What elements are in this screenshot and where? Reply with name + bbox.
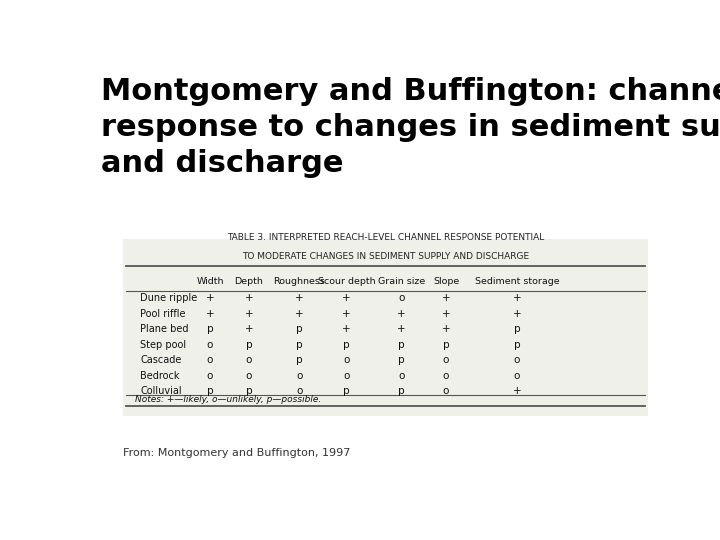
Text: p: p (246, 386, 252, 396)
Text: +: + (441, 293, 450, 303)
Text: p: p (296, 325, 302, 334)
Text: +: + (343, 293, 351, 303)
Text: +: + (513, 309, 521, 319)
Text: Roughness: Roughness (274, 276, 325, 286)
Text: o: o (343, 355, 350, 365)
FancyBboxPatch shape (124, 239, 648, 416)
Text: p: p (246, 340, 252, 350)
Text: +: + (343, 325, 351, 334)
Text: o: o (398, 293, 405, 303)
Text: p: p (398, 355, 405, 365)
Text: o: o (207, 340, 213, 350)
Text: o: o (443, 370, 449, 381)
Text: +: + (295, 293, 304, 303)
Text: Scour depth: Scour depth (318, 276, 376, 286)
Text: +: + (397, 325, 405, 334)
Text: Colluvial: Colluvial (140, 386, 182, 396)
Text: +: + (206, 309, 215, 319)
Text: p: p (398, 340, 405, 350)
Text: o: o (513, 355, 520, 365)
Text: +: + (295, 309, 304, 319)
Text: o: o (443, 386, 449, 396)
Text: +: + (513, 386, 521, 396)
Text: o: o (443, 355, 449, 365)
Text: +: + (441, 325, 450, 334)
Text: Pool riffle: Pool riffle (140, 309, 186, 319)
Text: From: Montgomery and Buffington, 1997: From: Montgomery and Buffington, 1997 (124, 448, 351, 458)
Text: p: p (343, 340, 350, 350)
Text: TO MODERATE CHANGES IN SEDIMENT SUPPLY AND DISCHARGE: TO MODERATE CHANGES IN SEDIMENT SUPPLY A… (242, 252, 529, 261)
Text: +: + (441, 309, 450, 319)
Text: p: p (443, 340, 449, 350)
Text: p: p (343, 386, 350, 396)
Text: o: o (246, 370, 252, 381)
Text: p: p (513, 340, 520, 350)
Text: o: o (343, 370, 350, 381)
Text: Step pool: Step pool (140, 340, 186, 350)
Text: +: + (513, 293, 521, 303)
Text: o: o (207, 355, 213, 365)
Text: +: + (245, 293, 253, 303)
Text: o: o (296, 370, 302, 381)
Text: p: p (207, 386, 213, 396)
Text: Width: Width (197, 276, 224, 286)
Text: +: + (397, 309, 405, 319)
Text: +: + (245, 325, 253, 334)
Text: o: o (207, 370, 213, 381)
Text: Slope: Slope (433, 276, 459, 286)
Text: p: p (296, 355, 302, 365)
Text: p: p (207, 325, 213, 334)
Text: Depth: Depth (235, 276, 264, 286)
Text: o: o (513, 370, 520, 381)
Text: Dune ripple: Dune ripple (140, 293, 197, 303)
Text: p: p (398, 386, 405, 396)
Text: p: p (513, 325, 520, 334)
Text: Sediment storage: Sediment storage (474, 276, 559, 286)
Text: Grain size: Grain size (378, 276, 425, 286)
Text: +: + (343, 309, 351, 319)
Text: p: p (296, 340, 302, 350)
Text: +: + (206, 293, 215, 303)
Text: o: o (296, 386, 302, 396)
Text: Plane bed: Plane bed (140, 325, 189, 334)
Text: TABLE 3. INTERPRETED REACH-LEVEL CHANNEL RESPONSE POTENTIAL: TABLE 3. INTERPRETED REACH-LEVEL CHANNEL… (227, 233, 544, 241)
Text: Notes: +—likely, o—unlikely, p—possible.: Notes: +—likely, o—unlikely, p—possible. (135, 395, 321, 404)
Text: Montgomery and Buffington: channel
response to changes in sediment supply
and di: Montgomery and Buffington: channel respo… (101, 77, 720, 178)
Text: Bedrock: Bedrock (140, 370, 180, 381)
Text: o: o (398, 370, 405, 381)
Text: o: o (246, 355, 252, 365)
Text: Cascade: Cascade (140, 355, 181, 365)
Text: +: + (245, 309, 253, 319)
